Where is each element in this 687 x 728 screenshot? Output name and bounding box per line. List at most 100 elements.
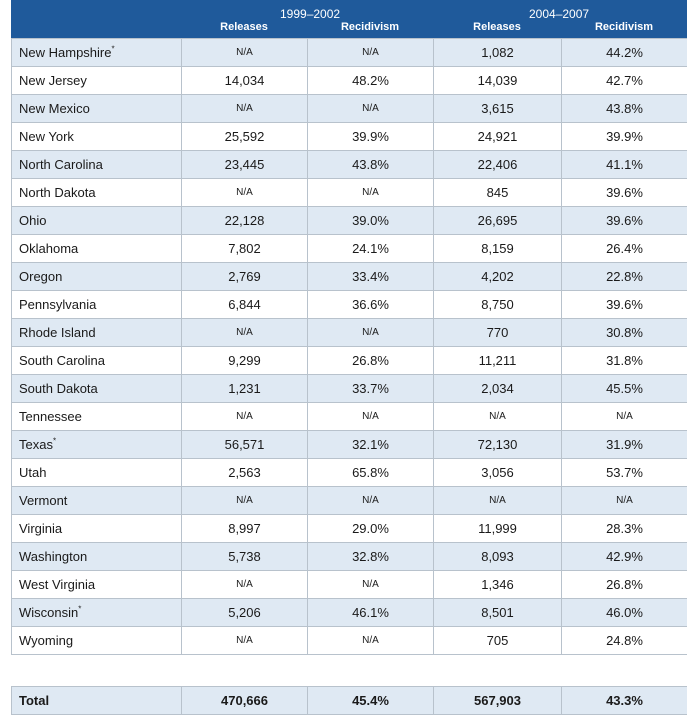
- table-row: North Dakota N/A N/A 845 39.6%: [11, 178, 687, 207]
- state-label: New Jersey: [19, 73, 87, 88]
- releases-1999-2002: 5,206: [181, 598, 308, 627]
- recidivism-2004-2007: 26.4%: [561, 234, 687, 263]
- state-label: Wisconsin: [19, 605, 79, 620]
- table-row: Texas* 56,571 32.1% 72,130 31.9%: [11, 430, 687, 459]
- releases-2004-2007: 1,082: [433, 38, 562, 67]
- recidivism-1999-2002: 46.1%: [307, 598, 434, 627]
- recidivism-table: 1999–2002 2004–2007 Releases Recidivism …: [11, 0, 687, 655]
- recidivism-1999-2002: 29.0%: [307, 514, 434, 543]
- recidivism-1999-2002: N/A: [307, 402, 434, 431]
- releases-2004-2007: N/A: [433, 402, 562, 431]
- releases-2004-2007: 8,093: [433, 542, 562, 571]
- state-label: Washington: [19, 549, 88, 564]
- state-name: Virginia: [11, 514, 182, 543]
- recidivism-1999-2002: 24.1%: [307, 234, 434, 263]
- table-row: New Jersey 14,034 48.2% 14,039 42.7%: [11, 66, 687, 95]
- table-row: North Carolina 23,445 43.8% 22,406 41.1%: [11, 150, 687, 179]
- state-name: New Jersey: [11, 66, 182, 95]
- state-label: West Virginia: [19, 577, 96, 592]
- recidivism-2004-2007: 39.9%: [561, 122, 687, 151]
- table-row: Oklahoma 7,802 24.1% 8,159 26.4%: [11, 234, 687, 263]
- releases-1999-2002: 2,563: [181, 458, 308, 487]
- recidivism-2004-2007: 42.9%: [561, 542, 687, 571]
- releases-2004-2007: 8,501: [433, 598, 562, 627]
- table-row: Pennsylvania 6,844 36.6% 8,750 39.6%: [11, 290, 687, 319]
- state-name: Vermont: [11, 486, 182, 515]
- releases-1999-2002: N/A: [181, 94, 308, 123]
- recidivism-1999-2002: 32.1%: [307, 430, 434, 459]
- recidivism-2004-2007: 24.8%: [561, 626, 687, 655]
- state-label: Wyoming: [19, 633, 74, 648]
- footnote-marker: *: [111, 44, 115, 54]
- recidivism-1999-2002: N/A: [307, 178, 434, 207]
- state-label: North Dakota: [19, 185, 96, 200]
- releases-2004-2007: 2,034: [433, 374, 562, 403]
- recidivism-1999-2002: 32.8%: [307, 542, 434, 571]
- releases-2004-2007: 11,999: [433, 514, 562, 543]
- state-label: North Carolina: [19, 157, 103, 172]
- recidivism-2004-2007: 43.8%: [561, 94, 687, 123]
- state-label: Virginia: [19, 521, 63, 536]
- state-name: Texas*: [11, 430, 182, 459]
- state-name: Tennessee: [11, 402, 182, 431]
- releases-1999-2002: N/A: [181, 38, 308, 67]
- recidivism-2004-2007: 53.7%: [561, 458, 687, 487]
- total-table: Total 470,666 45.4% 567,903 43.3%: [11, 686, 687, 715]
- recidivism-1999-2002: 33.7%: [307, 374, 434, 403]
- total-releases-2: 567,903: [433, 686, 562, 715]
- state-name: Rhode Island: [11, 318, 182, 347]
- recidivism-2004-2007: 30.8%: [561, 318, 687, 347]
- releases-1999-2002: 6,844: [181, 290, 308, 319]
- releases-2004-2007: 8,159: [433, 234, 562, 263]
- recidivism-2004-2007: 28.3%: [561, 514, 687, 543]
- state-name: Ohio: [11, 206, 182, 235]
- table-row: Virginia 8,997 29.0% 11,999 28.3%: [11, 514, 687, 543]
- table-row: New York 25,592 39.9% 24,921 39.9%: [11, 122, 687, 151]
- state-name: Wyoming: [11, 626, 182, 655]
- table-row: Oregon 2,769 33.4% 4,202 22.8%: [11, 262, 687, 291]
- recidivism-2004-2007: 44.2%: [561, 38, 687, 67]
- table-row: Wyoming N/A N/A 705 24.8%: [11, 626, 687, 655]
- releases-2004-2007: 14,039: [433, 66, 562, 95]
- releases-1999-2002: 9,299: [181, 346, 308, 375]
- releases-1999-2002: N/A: [181, 402, 308, 431]
- data-table: New Hampshire* N/A N/A 1,082 44.2% New Jersey…: [11, 38, 687, 655]
- footnote-marker: *: [52, 436, 57, 446]
- recidivism-1999-2002: 33.4%: [307, 262, 434, 291]
- state-label: New Hampshire: [19, 45, 112, 60]
- state-label: Tennessee: [19, 409, 82, 424]
- table-row: Tennessee N/A N/A N/A N/A: [11, 402, 687, 431]
- recidivism-2004-2007: 31.9%: [561, 430, 687, 459]
- releases-1999-2002: 14,034: [181, 66, 308, 95]
- releases-1999-2002: N/A: [181, 486, 308, 515]
- releases-2004-2007: 705: [433, 626, 562, 655]
- state-label: South Carolina: [19, 353, 105, 368]
- state-name: South Dakota: [11, 374, 182, 403]
- releases-1999-2002: N/A: [181, 570, 308, 599]
- state-label: South Dakota: [19, 381, 98, 396]
- recidivism-2004-2007: 42.7%: [561, 66, 687, 95]
- table-row: Washington 5,738 32.8% 8,093 42.9%: [11, 542, 687, 571]
- footnote-marker: *: [78, 604, 82, 614]
- col-releases-1: Releases: [220, 21, 268, 33]
- recidivism-1999-2002: 48.2%: [307, 66, 434, 95]
- recidivism-1999-2002: N/A: [307, 486, 434, 515]
- table-row: South Dakota 1,231 33.7% 2,034 45.5%: [11, 374, 687, 403]
- period-2004-2007: 2004–2007: [529, 7, 590, 21]
- state-label: Rhode Island: [19, 325, 96, 340]
- recidivism-2004-2007: N/A: [561, 402, 687, 431]
- releases-2004-2007: 3,615: [433, 94, 562, 123]
- recidivism-1999-2002: 65.8%: [307, 458, 434, 487]
- recidivism-2004-2007: 26.8%: [561, 570, 687, 599]
- releases-2004-2007: 770: [433, 318, 562, 347]
- releases-1999-2002: 23,445: [181, 150, 308, 179]
- state-name: New York: [11, 122, 182, 151]
- state-name: Utah: [11, 458, 182, 487]
- state-name: North Carolina: [11, 150, 182, 179]
- recidivism-1999-2002: N/A: [307, 570, 434, 599]
- state-label: Utah: [19, 465, 47, 480]
- releases-1999-2002: 2,769: [181, 262, 308, 291]
- recidivism-2004-2007: N/A: [561, 486, 687, 515]
- recidivism-2004-2007: 39.6%: [561, 206, 687, 235]
- releases-1999-2002: 22,128: [181, 206, 308, 235]
